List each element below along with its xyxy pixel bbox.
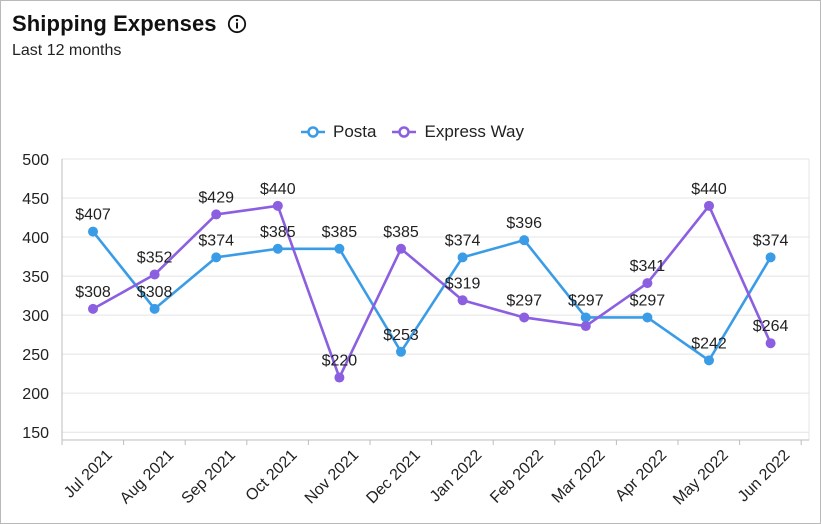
data-label-posta: $297 (630, 292, 666, 309)
y-tick-label: 350 (22, 269, 49, 286)
data-point-posta[interactable] (580, 312, 591, 323)
y-tick-label: 200 (22, 386, 49, 403)
x-tick-label: Apr 2022 (612, 447, 670, 505)
data-label-posta: $396 (506, 215, 542, 232)
data-point-posta[interactable] (704, 355, 714, 366)
data-point-posta[interactable] (211, 252, 222, 263)
legend-label-posta: Posta (333, 122, 377, 141)
y-tick-label: 150 (22, 425, 49, 442)
legend-label-express-way: Express Way (424, 122, 524, 141)
y-tick-label: 450 (22, 191, 49, 208)
data-point-express-way[interactable] (457, 295, 468, 306)
data-label-posta: $374 (198, 232, 234, 249)
x-tick-label: Jul 2021 (61, 447, 116, 502)
data-label-posta: $297 (568, 292, 604, 309)
data-label-express-way: $341 (630, 258, 666, 275)
legend-item-express-way[interactable]: Express Way (392, 122, 524, 142)
data-point-posta[interactable] (519, 235, 530, 246)
data-label-express-way: $429 (198, 189, 234, 206)
y-tick-label: 300 (22, 308, 49, 325)
chart-legend: Posta Express Way (301, 122, 540, 142)
y-tick-label: 250 (22, 347, 49, 364)
data-point-express-way[interactable] (334, 372, 345, 383)
data-label-express-way: $319 (445, 275, 481, 292)
x-tick-label: Sep 2021 (179, 447, 240, 508)
data-label-posta: $242 (691, 335, 727, 352)
chart-subtitle: Last 12 months (12, 42, 122, 59)
data-point-express-way[interactable] (272, 200, 283, 211)
x-tick-label: Nov 2021 (302, 447, 363, 508)
data-point-express-way[interactable] (149, 269, 160, 280)
x-tick-label: Jun 2022 (735, 447, 794, 506)
data-label-express-way: $440 (260, 181, 296, 198)
data-label-posta: $253 (383, 327, 419, 344)
data-point-posta[interactable] (396, 346, 406, 357)
data-point-express-way[interactable] (580, 321, 591, 332)
data-point-express-way[interactable] (519, 312, 530, 323)
info-icon[interactable] (227, 14, 247, 34)
series-line-posta (91, 230, 772, 362)
y-tick-label: 400 (22, 230, 49, 247)
legend-swatch-posta (301, 126, 325, 138)
data-point-posta[interactable] (88, 226, 98, 237)
chart-header: Shipping Expenses Last 12 months (12, 11, 247, 60)
data-point-express-way[interactable] (211, 209, 222, 220)
legend-swatch-express-way (392, 126, 417, 138)
x-tick-label: Aug 2021 (117, 447, 178, 508)
data-label-posta: $374 (445, 232, 481, 249)
data-point-posta[interactable] (765, 252, 776, 263)
x-tick-label: Oct 2021 (243, 447, 301, 505)
series-line-express-way (92, 204, 772, 379)
chart-title: Shipping Expenses (12, 11, 217, 36)
data-point-express-way[interactable] (704, 200, 714, 211)
data-label-express-way: $352 (137, 250, 173, 267)
x-tick-label: May 2022 (670, 447, 732, 509)
data-point-express-way[interactable] (642, 278, 653, 289)
data-label-posta: $407 (75, 207, 111, 224)
data-label-express-way: $385 (383, 224, 419, 241)
data-point-express-way[interactable] (88, 303, 98, 314)
data-label-posta: $385 (260, 224, 296, 241)
legend-item-posta[interactable]: Posta (301, 122, 376, 142)
data-point-posta[interactable] (149, 303, 160, 314)
x-tick-label: Jan 2022 (427, 447, 486, 506)
data-label-express-way: $297 (506, 292, 542, 309)
data-label-express-way: $308 (75, 284, 111, 301)
x-tick-label: Mar 2022 (549, 447, 609, 507)
data-point-posta[interactable] (272, 243, 283, 254)
data-point-posta[interactable] (642, 312, 653, 323)
x-tick-label: Feb 2022 (487, 447, 547, 507)
data-point-express-way[interactable] (765, 338, 776, 349)
x-tick-label: Dec 2021 (363, 447, 424, 508)
data-label-posta: $374 (753, 232, 789, 249)
data-point-posta[interactable] (334, 243, 345, 254)
data-label-posta: $308 (137, 284, 173, 301)
data-label-posta: $385 (322, 224, 358, 241)
data-point-express-way[interactable] (396, 243, 406, 254)
data-point-posta[interactable] (457, 252, 468, 263)
data-label-express-way: $440 (691, 181, 727, 198)
data-label-express-way: $264 (753, 318, 789, 335)
y-tick-label: 500 (22, 152, 49, 169)
data-label-express-way: $220 (322, 353, 358, 370)
